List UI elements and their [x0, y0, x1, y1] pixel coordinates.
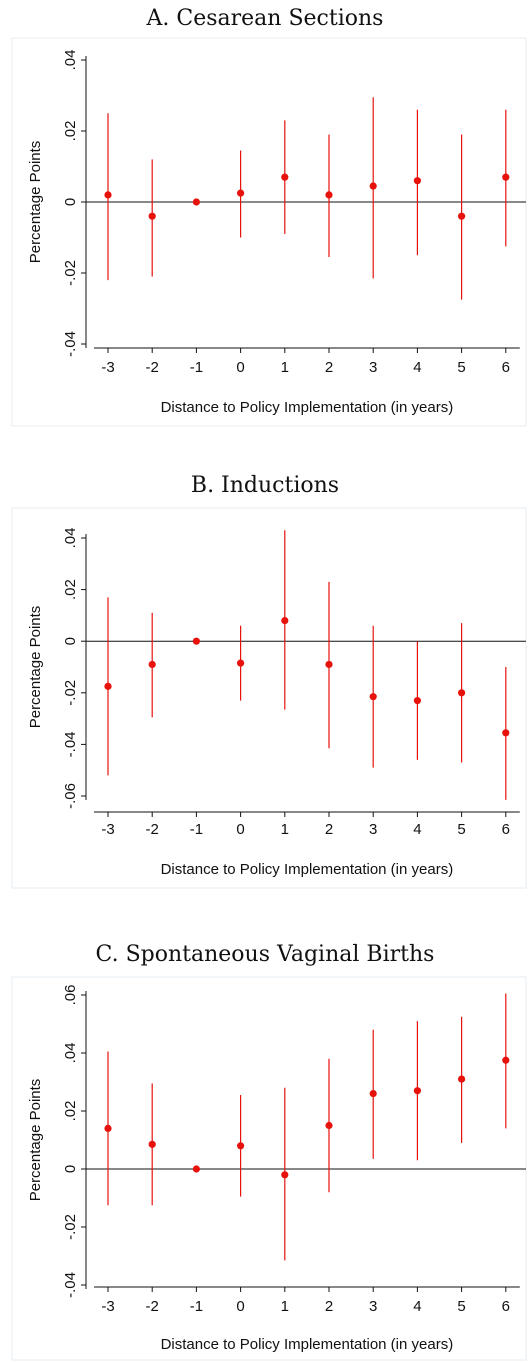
point-estimate [281, 173, 289, 181]
point-estimate [192, 198, 200, 206]
point-estimate [281, 616, 289, 625]
x-tick-label: -1 [190, 1298, 203, 1315]
y-tick-label: 0 [62, 198, 79, 206]
y-tick-label: .02 [62, 579, 79, 600]
x-tick-label: -3 [101, 821, 114, 838]
chart-inductions: -.06 -.04 -.02 0 .02 .04 -3 -2 -1 0 1 2 3 4 5 6 Percenta… [11, 507, 527, 889]
y-axis-title: Percentage Points [27, 141, 44, 264]
x-axis-title: Distance to Policy Implementation (in ye… [161, 399, 454, 416]
y-tick-label: 0 [62, 637, 79, 645]
chart-title: A. Cesarean Sections [146, 6, 384, 31]
point-estimate [325, 1121, 333, 1130]
x-tick-label: -2 [146, 359, 159, 376]
y-tick-label: .04 [62, 1043, 79, 1064]
y-tick-label: .02 [62, 121, 79, 142]
x-tick-label: 4 [413, 1298, 421, 1315]
x-tick-label: 0 [236, 1298, 244, 1315]
y-tick-label: 0 [62, 1165, 79, 1173]
x-tick-label: 6 [502, 821, 510, 838]
point-estimate [369, 1090, 377, 1098]
y-tick-label: -.02 [62, 1214, 79, 1240]
point-estimate [325, 660, 333, 669]
point-estimate [369, 182, 377, 190]
point-estimate [458, 689, 466, 697]
x-tick-label: 6 [502, 359, 510, 376]
x-tick-label: 1 [281, 359, 289, 376]
x-tick-label: 5 [457, 1298, 465, 1315]
y-tick-label: -.02 [62, 680, 79, 706]
x-tick-label: -1 [190, 821, 203, 838]
x-tick-label: -3 [101, 359, 114, 376]
point-estimate [502, 173, 510, 181]
point-estimate [458, 1075, 466, 1083]
point-estimate [237, 189, 245, 197]
y-tick-label: -.06 [62, 783, 79, 809]
point-estimate [148, 1140, 156, 1148]
x-tick-label: 5 [457, 359, 465, 376]
chart-cesarean: -.04 -.02 0 .02 .04 -3 -2 -1 0 1 2 3 4 5 6 Percentage P… [11, 37, 527, 427]
x-tick-label: 3 [369, 359, 377, 376]
point-estimate [104, 682, 112, 690]
x-tick-label: 3 [369, 821, 377, 838]
x-axis-title: Distance to Policy Implementation (in ye… [161, 1336, 454, 1353]
x-tick-label: 0 [236, 359, 244, 376]
x-tick-label: 2 [325, 1298, 333, 1315]
y-tick-label: .06 [62, 985, 79, 1006]
x-tick-label: 4 [413, 359, 421, 376]
chart-title: C. Spontaneous Vaginal Births [95, 942, 435, 967]
x-tick-label: 3 [369, 1298, 377, 1315]
x-tick-label: 0 [236, 821, 244, 838]
point-estimate [104, 1124, 112, 1132]
y-tick-label: -.04 [62, 331, 79, 357]
y-tick-label: .04 [62, 50, 79, 71]
point-estimate [502, 729, 510, 737]
chart-frame [11, 37, 527, 427]
x-tick-label: 4 [413, 821, 421, 838]
point-estimate [104, 191, 112, 199]
chart-spontaneous: -.04 -.02 0 .02 .04 .06 -3 -2 -1 0 1 2 3 4 5 6 Percentag… [11, 976, 527, 1361]
point-estimate [325, 191, 333, 199]
point-estimate [413, 177, 421, 185]
x-tick-label: -3 [101, 1298, 114, 1315]
y-axis-title: Percentage Points [27, 1079, 44, 1202]
point-estimate [148, 660, 156, 669]
x-tick-label: 1 [281, 1298, 289, 1315]
x-tick-label: -2 [146, 1298, 159, 1315]
point-estimate [458, 212, 466, 220]
point-estimate [369, 693, 377, 701]
chart-title: B. Inductions [190, 473, 340, 498]
point-estimate [237, 1142, 245, 1150]
point-estimate [192, 637, 200, 645]
y-tick-label: -.04 [62, 731, 79, 757]
point-estimate [237, 659, 245, 667]
x-axis-title: Distance to Policy Implementation (in ye… [161, 861, 454, 878]
point-estimate [192, 1165, 200, 1173]
x-tick-label: -1 [190, 359, 203, 376]
y-tick-label: .04 [62, 528, 79, 549]
point-estimate [413, 1087, 421, 1095]
x-tick-label: -2 [146, 821, 159, 838]
y-axis-title: Percentage Points [27, 606, 44, 729]
point-estimate [413, 696, 421, 705]
y-tick-label: .02 [62, 1101, 79, 1122]
chart-frame [11, 507, 527, 889]
y-tick-label: -.04 [62, 1272, 79, 1298]
x-tick-label: 1 [281, 821, 289, 838]
x-tick-label: 2 [325, 359, 333, 376]
x-tick-label: 6 [502, 1298, 510, 1315]
y-tick-label: -.02 [62, 260, 79, 286]
point-estimate [148, 212, 156, 220]
x-tick-label: 5 [457, 821, 465, 838]
point-estimate [502, 1056, 510, 1064]
x-tick-label: 2 [325, 821, 333, 838]
point-estimate [281, 1171, 289, 1179]
